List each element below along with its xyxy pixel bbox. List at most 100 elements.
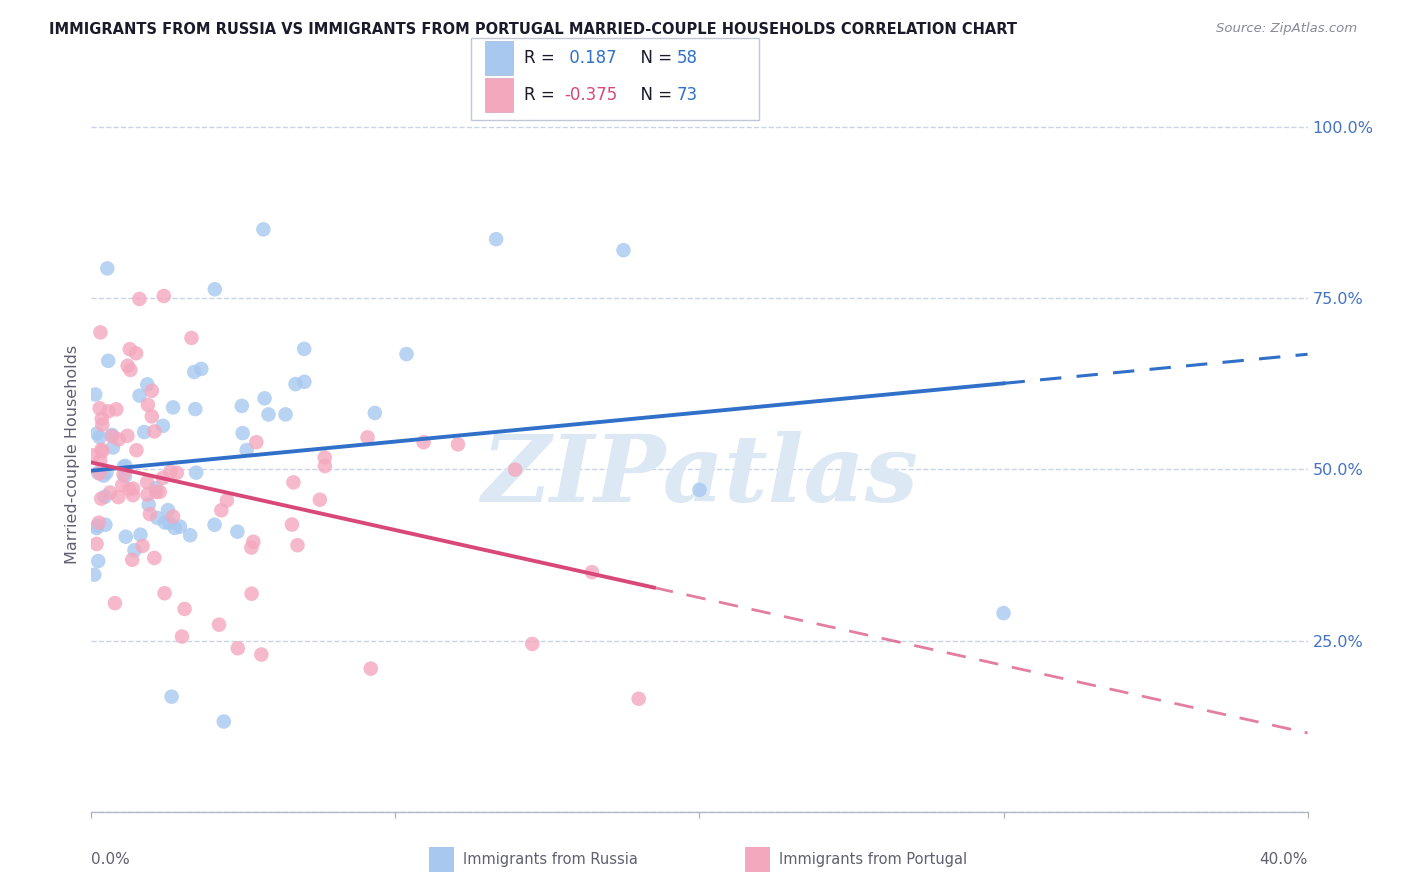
Point <box>89 453 111 467</box>
Point <box>96 261 118 276</box>
Point <box>274 408 297 422</box>
Point <box>235 442 257 457</box>
Point <box>257 408 280 422</box>
Point <box>91 417 114 432</box>
Point <box>284 377 307 392</box>
Text: 0.187: 0.187 <box>564 49 616 67</box>
Point <box>153 516 176 530</box>
Point <box>96 466 118 480</box>
Text: -0.375: -0.375 <box>564 87 617 104</box>
Point <box>163 521 186 535</box>
Point <box>139 507 162 521</box>
Text: 58: 58 <box>676 49 697 67</box>
Point <box>118 342 141 356</box>
Point <box>107 433 129 447</box>
Point <box>180 331 202 345</box>
Point <box>87 516 110 530</box>
Point <box>107 490 129 504</box>
Point <box>184 466 207 480</box>
Point <box>125 443 148 458</box>
Point <box>160 690 183 704</box>
Y-axis label: Married-couple Households: Married-couple Households <box>65 345 80 565</box>
Point <box>90 442 112 457</box>
Point <box>122 482 145 496</box>
Point <box>97 404 120 418</box>
Point <box>117 429 139 443</box>
Point <box>152 471 174 485</box>
Point <box>114 530 136 544</box>
Point <box>121 553 143 567</box>
Point <box>93 468 115 483</box>
Point <box>87 554 110 568</box>
Point <box>143 551 166 566</box>
Point <box>149 484 172 499</box>
Point <box>83 567 105 582</box>
Point <box>252 222 274 236</box>
Point <box>112 467 135 482</box>
Point <box>90 491 112 506</box>
Point <box>162 509 184 524</box>
Point <box>86 426 108 441</box>
Point <box>253 392 276 406</box>
Point <box>364 406 387 420</box>
Point <box>152 418 174 433</box>
Point <box>84 387 107 401</box>
Point <box>101 441 124 455</box>
Point <box>184 402 207 417</box>
Point <box>89 467 111 481</box>
Point <box>308 492 330 507</box>
Point <box>179 528 201 542</box>
Point <box>287 538 309 552</box>
Point <box>190 362 212 376</box>
Point <box>101 428 124 442</box>
Point <box>627 691 650 706</box>
Point <box>226 641 249 656</box>
Text: R =: R = <box>524 87 561 104</box>
Point <box>145 481 167 495</box>
Point <box>94 490 117 504</box>
Text: N =: N = <box>630 87 678 104</box>
Point <box>131 539 153 553</box>
Point <box>522 637 544 651</box>
Point <box>143 425 166 439</box>
Point <box>136 488 159 502</box>
Point <box>292 375 315 389</box>
Point <box>183 365 205 379</box>
Point <box>232 426 254 441</box>
Point <box>111 478 134 492</box>
Point <box>128 292 150 306</box>
Point <box>145 485 167 500</box>
Point <box>204 517 226 532</box>
Point <box>105 402 128 417</box>
Text: IMMIGRANTS FROM RUSSIA VS IMMIGRANTS FROM PORTUGAL MARRIED-COUPLE HOUSEHOLDS COR: IMMIGRANTS FROM RUSSIA VS IMMIGRANTS FRO… <box>49 22 1017 37</box>
Point <box>250 648 273 662</box>
Point <box>159 516 181 530</box>
Point <box>141 409 163 424</box>
Point <box>156 503 179 517</box>
Point <box>360 662 382 676</box>
Point <box>112 459 135 474</box>
Point <box>91 444 114 458</box>
Point <box>128 389 150 403</box>
Point <box>86 521 108 535</box>
Point <box>104 596 127 610</box>
Point <box>226 524 249 539</box>
Point <box>447 437 470 451</box>
Point <box>412 435 434 450</box>
Point <box>159 465 181 479</box>
Point <box>134 425 156 439</box>
Point <box>114 458 136 473</box>
Point <box>86 537 108 551</box>
Point <box>114 469 136 483</box>
Point <box>173 602 195 616</box>
Point <box>162 401 184 415</box>
Point <box>89 430 111 444</box>
Point <box>688 483 710 497</box>
Point <box>314 450 336 465</box>
Point <box>87 466 110 480</box>
Point <box>118 483 141 497</box>
Point <box>89 326 111 340</box>
Point <box>122 488 145 502</box>
Point <box>581 565 603 579</box>
Text: 40.0%: 40.0% <box>1260 852 1308 867</box>
